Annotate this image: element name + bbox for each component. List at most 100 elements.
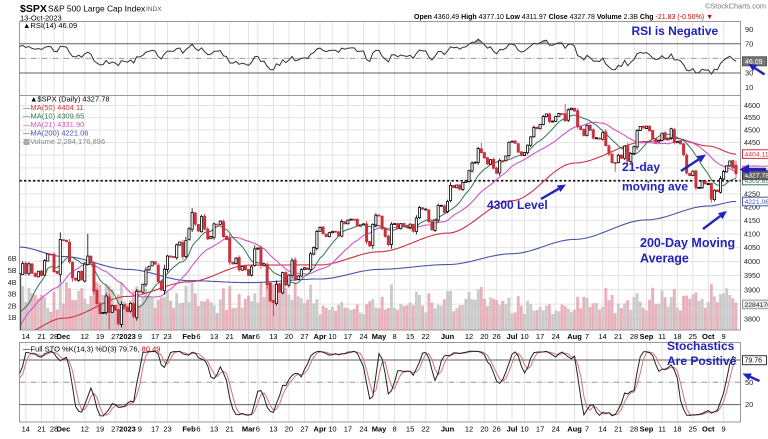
svg-text:21-day: 21-day bbox=[622, 160, 660, 174]
svg-text:7: 7 bbox=[585, 425, 589, 434]
svg-text:21: 21 bbox=[226, 425, 234, 434]
svg-text:6B: 6B bbox=[8, 254, 17, 263]
svg-text:23: 23 bbox=[163, 332, 171, 341]
svg-text:15: 15 bbox=[406, 425, 414, 434]
svg-text:13-Oct-2023: 13-Oct-2023 bbox=[20, 14, 62, 23]
svg-text:Sep: Sep bbox=[640, 332, 654, 341]
svg-text:9: 9 bbox=[138, 425, 142, 434]
svg-text:4150: 4150 bbox=[744, 216, 760, 225]
svg-text:2023: 2023 bbox=[119, 425, 136, 434]
svg-text:Dec: Dec bbox=[57, 425, 71, 434]
svg-text:Are Positive: Are Positive bbox=[667, 354, 737, 368]
svg-text:17: 17 bbox=[151, 425, 159, 434]
svg-text:24: 24 bbox=[552, 425, 560, 434]
svg-text:Dec: Dec bbox=[57, 332, 71, 341]
svg-text:4221.06: 4221.06 bbox=[745, 199, 768, 206]
svg-text:21: 21 bbox=[226, 332, 234, 341]
svg-text:28: 28 bbox=[630, 332, 638, 341]
svg-text:1B: 1B bbox=[8, 313, 17, 322]
svg-text:14: 14 bbox=[599, 425, 607, 434]
svg-text:20: 20 bbox=[480, 425, 488, 434]
svg-text:23: 23 bbox=[163, 425, 171, 434]
svg-text:22: 22 bbox=[422, 332, 430, 341]
svg-text:20: 20 bbox=[285, 425, 293, 434]
svg-text:21: 21 bbox=[37, 425, 45, 434]
svg-text:12: 12 bbox=[465, 332, 473, 341]
svg-text:25: 25 bbox=[689, 425, 697, 434]
svg-text:Jul: Jul bbox=[507, 425, 518, 434]
svg-text:21: 21 bbox=[37, 332, 45, 341]
svg-text:13: 13 bbox=[269, 425, 277, 434]
svg-text:22: 22 bbox=[422, 425, 430, 434]
svg-text:21: 21 bbox=[614, 425, 622, 434]
svg-text:4500: 4500 bbox=[744, 126, 760, 135]
svg-text:©StockCharts.com: ©StockCharts.com bbox=[705, 2, 766, 11]
svg-text:70: 70 bbox=[745, 39, 753, 48]
svg-text:Stochastics: Stochastics bbox=[667, 339, 735, 353]
svg-text:3B: 3B bbox=[8, 290, 17, 299]
svg-text:19: 19 bbox=[96, 425, 104, 434]
svg-text:24: 24 bbox=[359, 332, 367, 341]
svg-text:4300 Level: 4300 Level bbox=[487, 198, 548, 212]
svg-text:RSI is Negative: RSI is Negative bbox=[632, 24, 719, 38]
svg-text:10: 10 bbox=[520, 332, 528, 341]
svg-text:6: 6 bbox=[196, 332, 200, 341]
svg-text:10: 10 bbox=[520, 425, 528, 434]
svg-text:17: 17 bbox=[536, 332, 544, 341]
svg-text:26: 26 bbox=[492, 332, 500, 341]
svg-text:9: 9 bbox=[722, 425, 726, 434]
svg-text:17: 17 bbox=[536, 425, 544, 434]
svg-text:24: 24 bbox=[552, 332, 560, 341]
svg-text:Feb: Feb bbox=[182, 332, 196, 341]
svg-text:—Full STO %K(14,3) %D(3) 79.76: —Full STO %K(14,3) %D(3) 79.76, 80.49 bbox=[23, 345, 160, 354]
svg-text:Mar: Mar bbox=[242, 332, 255, 341]
svg-text:Aug: Aug bbox=[567, 332, 582, 341]
svg-text:6: 6 bbox=[256, 425, 260, 434]
svg-text:4100: 4100 bbox=[744, 230, 760, 239]
svg-text:2284176896: 2284176896 bbox=[745, 302, 768, 309]
svg-text:4404.11: 4404.11 bbox=[745, 152, 768, 159]
svg-text:5B: 5B bbox=[8, 266, 17, 275]
svg-text:90: 90 bbox=[745, 25, 753, 34]
svg-text:Jun: Jun bbox=[441, 332, 455, 341]
svg-text:Jul: Jul bbox=[507, 332, 518, 341]
svg-text:9: 9 bbox=[138, 332, 142, 341]
svg-text:▩Volume 2,284,176,896: ▩Volume 2,284,176,896 bbox=[23, 137, 105, 146]
svg-text:17: 17 bbox=[344, 332, 352, 341]
svg-text:17: 17 bbox=[344, 425, 352, 434]
svg-text:12: 12 bbox=[465, 425, 473, 434]
svg-text:3950: 3950 bbox=[744, 271, 760, 280]
svg-text:3900: 3900 bbox=[744, 285, 760, 294]
svg-text:May: May bbox=[372, 425, 387, 434]
svg-text:20: 20 bbox=[480, 332, 488, 341]
svg-text:7: 7 bbox=[585, 332, 589, 341]
svg-text:10: 10 bbox=[745, 83, 753, 92]
svg-text:11: 11 bbox=[658, 332, 666, 341]
svg-text:27: 27 bbox=[300, 425, 308, 434]
svg-text:17: 17 bbox=[151, 332, 159, 341]
svg-text:21: 21 bbox=[614, 332, 622, 341]
svg-text:19: 19 bbox=[96, 332, 104, 341]
svg-text:13: 13 bbox=[269, 332, 277, 341]
svg-text:Mar: Mar bbox=[242, 425, 255, 434]
svg-text:13: 13 bbox=[210, 425, 218, 434]
svg-text:14: 14 bbox=[599, 332, 607, 341]
svg-text:S&P 500 Large Cap Index: S&P 500 Large Cap Index bbox=[48, 4, 146, 14]
svg-text:4450: 4450 bbox=[744, 138, 760, 147]
svg-text:20: 20 bbox=[285, 332, 293, 341]
svg-text:10: 10 bbox=[328, 425, 336, 434]
svg-text:14: 14 bbox=[22, 425, 30, 434]
svg-text:Apr: Apr bbox=[314, 332, 327, 341]
svg-text:27: 27 bbox=[300, 332, 308, 341]
svg-text:Feb: Feb bbox=[182, 425, 196, 434]
svg-text:Aug: Aug bbox=[567, 425, 582, 434]
svg-text:8: 8 bbox=[393, 332, 397, 341]
svg-text:2B: 2B bbox=[8, 301, 17, 310]
svg-text:6: 6 bbox=[256, 332, 260, 341]
svg-text:Sep: Sep bbox=[640, 425, 654, 434]
svg-text:Jun: Jun bbox=[441, 425, 455, 434]
svg-text:14: 14 bbox=[22, 332, 30, 341]
svg-text:4600: 4600 bbox=[744, 101, 760, 110]
svg-text:12: 12 bbox=[81, 332, 89, 341]
svg-text:13: 13 bbox=[210, 332, 218, 341]
